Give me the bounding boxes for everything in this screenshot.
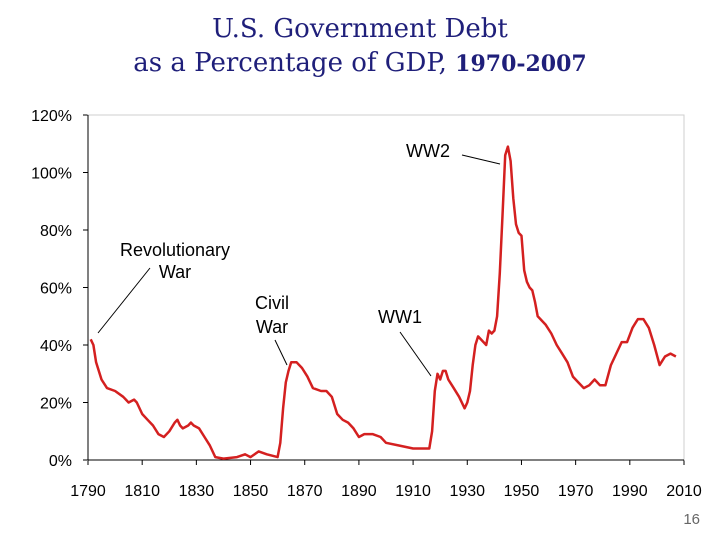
ww2-label: WW2 — [406, 141, 450, 161]
title-prefix: as a Percentage of GDP, — [133, 48, 456, 78]
x-tick-label: 1790 — [70, 483, 106, 500]
title-line-1: U.S. Government Debt — [212, 14, 508, 44]
y-tick-label: 120% — [31, 108, 72, 125]
y-tick-label: 80% — [40, 223, 72, 240]
revolutionary-war-label: War — [159, 262, 191, 282]
y-tick-label: 60% — [40, 281, 72, 298]
title-line-2: as a Percentage of GDP, 1970-2007 — [0, 46, 720, 81]
x-axis-ticks: 1790 1810 1830 1850 1870 1890 1910 1930 1950 1970… — [70, 460, 702, 500]
civil-war-label: Civil — [255, 293, 289, 313]
x-tick-label: 1890 — [341, 483, 377, 500]
x-tick-label: 1970 — [558, 483, 594, 500]
ww2-leader-line — [461, 154, 501, 165]
revolutionary-war-label: Revolutionary — [120, 240, 230, 260]
page-number: 16 — [683, 511, 700, 528]
civil-war-leader-line — [274, 339, 288, 366]
x-tick-label: 1830 — [179, 483, 215, 500]
x-tick-label: 1990 — [612, 483, 648, 500]
y-tick-label: 20% — [40, 396, 72, 413]
x-tick-label: 1910 — [395, 483, 431, 500]
revolutionary-war-leader-line — [97, 267, 151, 334]
ww1-label: WW1 — [378, 307, 422, 327]
x-tick-label: 1870 — [287, 483, 323, 500]
y-tick-label: 40% — [40, 338, 72, 355]
slide-title: U.S. Government Debt as a Percentage of … — [0, 12, 720, 81]
title-years: 1970-2007 — [455, 51, 587, 77]
civil-war-label: War — [256, 317, 288, 337]
y-tick-label: 0% — [49, 453, 72, 470]
plot-frame — [87, 114, 685, 461]
ww1-leader-line — [399, 331, 432, 377]
y-tick-label: 100% — [31, 166, 72, 183]
y-axis-ticks: 0% 20% 40% 60% 80% 100% 120% — [31, 108, 88, 470]
x-tick-label: 1950 — [504, 483, 540, 500]
x-tick-label: 1930 — [449, 483, 485, 500]
debt-series-line — [89, 145, 677, 460]
x-tick-label: 2010 — [666, 483, 702, 500]
x-tick-label: 1850 — [233, 483, 269, 500]
x-tick-label: 1810 — [124, 483, 160, 500]
